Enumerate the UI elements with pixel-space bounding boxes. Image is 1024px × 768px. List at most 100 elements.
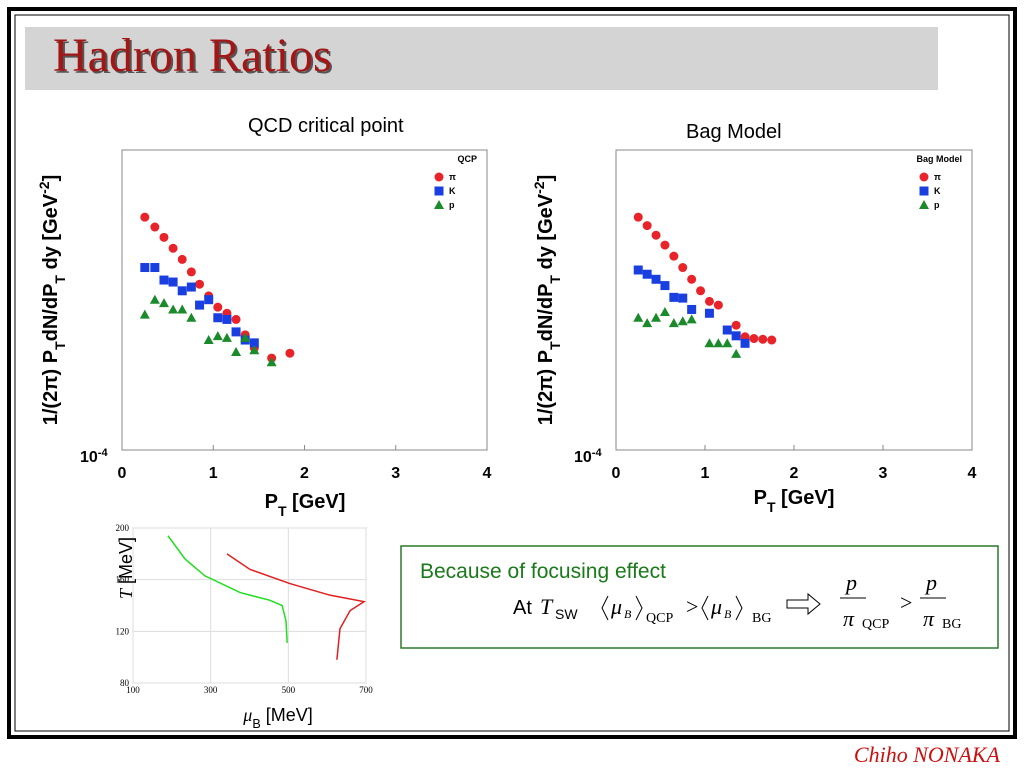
x-axis-label: PT [GeV] <box>265 491 346 519</box>
data-point <box>749 334 759 344</box>
formula-mu: μ <box>610 594 622 619</box>
data-point <box>195 300 205 310</box>
data-point <box>285 348 295 358</box>
data-point <box>677 316 688 326</box>
slide-frame-inner <box>14 14 1010 732</box>
label-part: [MeV] <box>261 705 313 725</box>
data-point <box>722 325 732 335</box>
data-point <box>686 314 697 324</box>
legend-label: π <box>449 172 456 182</box>
label-part: [GeV] <box>287 491 346 513</box>
formula: At T SW μ B QCP > μ B BG p π QCP > p π B… <box>513 570 961 632</box>
data-point <box>195 279 205 289</box>
data-point <box>633 212 643 222</box>
data-point <box>687 274 697 284</box>
data-point <box>767 335 777 345</box>
x-tick-label: 3 <box>391 465 400 482</box>
data-point <box>713 338 724 348</box>
label-part: T <box>116 587 136 599</box>
formula-mu: μ <box>710 594 722 619</box>
x-tick-label: 1 <box>209 465 218 482</box>
chart-title: Bag Model <box>686 121 782 143</box>
tick-base: 10 <box>574 449 592 466</box>
tick-exp: -4 <box>592 447 603 459</box>
data-point <box>740 338 750 348</box>
legend-marker <box>434 200 444 209</box>
legend-label: p <box>934 200 940 210</box>
formula-mu-sub: B <box>724 607 732 621</box>
x-tick-label: 0 <box>118 465 127 482</box>
label-part: dN/dP <box>535 284 557 342</box>
x-tick-label: 3 <box>879 465 888 482</box>
data-point <box>678 263 688 273</box>
data-point <box>168 243 178 253</box>
label-part: -2 <box>36 181 52 194</box>
formula-t: T <box>540 594 554 619</box>
data-point <box>722 338 733 348</box>
label-part: 1/(2π) P <box>535 350 557 425</box>
y-tick-label: 80 <box>120 678 130 688</box>
data-point <box>203 335 214 345</box>
formula-mu-sub: B <box>624 607 632 621</box>
data-point <box>642 221 652 231</box>
y-tick-label: 10-4 <box>80 447 108 466</box>
label-part: T <box>767 499 776 515</box>
data-point <box>668 318 679 328</box>
data-point <box>231 314 241 324</box>
legend-marker <box>919 172 929 182</box>
data-point <box>240 332 251 342</box>
data-point <box>159 275 169 285</box>
data-point <box>651 274 661 284</box>
legend-marker <box>434 186 444 196</box>
data-point <box>696 286 706 296</box>
label-part: T <box>278 503 287 519</box>
y-tick-label: 200 <box>116 523 130 533</box>
plot-area <box>132 527 367 684</box>
label-part: dy [GeV <box>40 193 62 275</box>
frac-den: π <box>923 606 935 631</box>
x-tick-label: 1 <box>701 465 710 482</box>
formula-t-sub: SW <box>555 606 578 622</box>
legend-marker <box>919 200 929 209</box>
data-point <box>149 294 160 304</box>
label-part: 1/(2π) P <box>40 350 62 425</box>
data-point <box>140 212 150 222</box>
formula-gt: > <box>686 594 698 619</box>
y-axis-label: T [MeV] <box>116 537 136 599</box>
data-point <box>731 348 742 358</box>
label-part: T <box>547 341 563 350</box>
formula-gt: > <box>900 590 912 615</box>
label-part: ] <box>535 175 557 182</box>
data-point <box>212 331 223 341</box>
data-point <box>731 320 741 330</box>
note-box <box>400 545 999 649</box>
data-point <box>221 332 232 342</box>
y-axis-label: 1/(2π) PTdN/dPT dy [GeV-2] <box>36 175 68 426</box>
data-point <box>642 318 653 328</box>
author: Chiho NONAKA <box>854 742 1001 767</box>
y-axis-label: 1/(2π) PTdN/dPT dy [GeV-2] <box>531 175 563 426</box>
label-part: -2 <box>531 181 547 194</box>
data-point <box>731 331 741 341</box>
y-tick-label: 160 <box>116 575 130 585</box>
label-part: dy [GeV <box>535 193 557 275</box>
implies-arrow <box>786 592 821 616</box>
x-tick-label: 500 <box>282 685 296 695</box>
data-point <box>168 304 179 314</box>
data-point <box>266 357 277 367</box>
data-point <box>713 300 723 310</box>
data-point <box>150 263 160 273</box>
data-point <box>150 222 160 232</box>
label-part: [MeV] <box>116 537 136 589</box>
data-point <box>660 240 670 250</box>
bracket <box>701 595 709 621</box>
tick-base: 10 <box>80 449 98 466</box>
data-point <box>186 312 197 322</box>
data-point <box>222 314 232 324</box>
x-tick-label: 2 <box>790 465 799 482</box>
label-part: T <box>52 275 68 284</box>
label-part: dN/dP <box>40 284 62 342</box>
data-point <box>633 312 644 322</box>
label-part: P <box>754 487 767 509</box>
data-point <box>249 338 259 348</box>
